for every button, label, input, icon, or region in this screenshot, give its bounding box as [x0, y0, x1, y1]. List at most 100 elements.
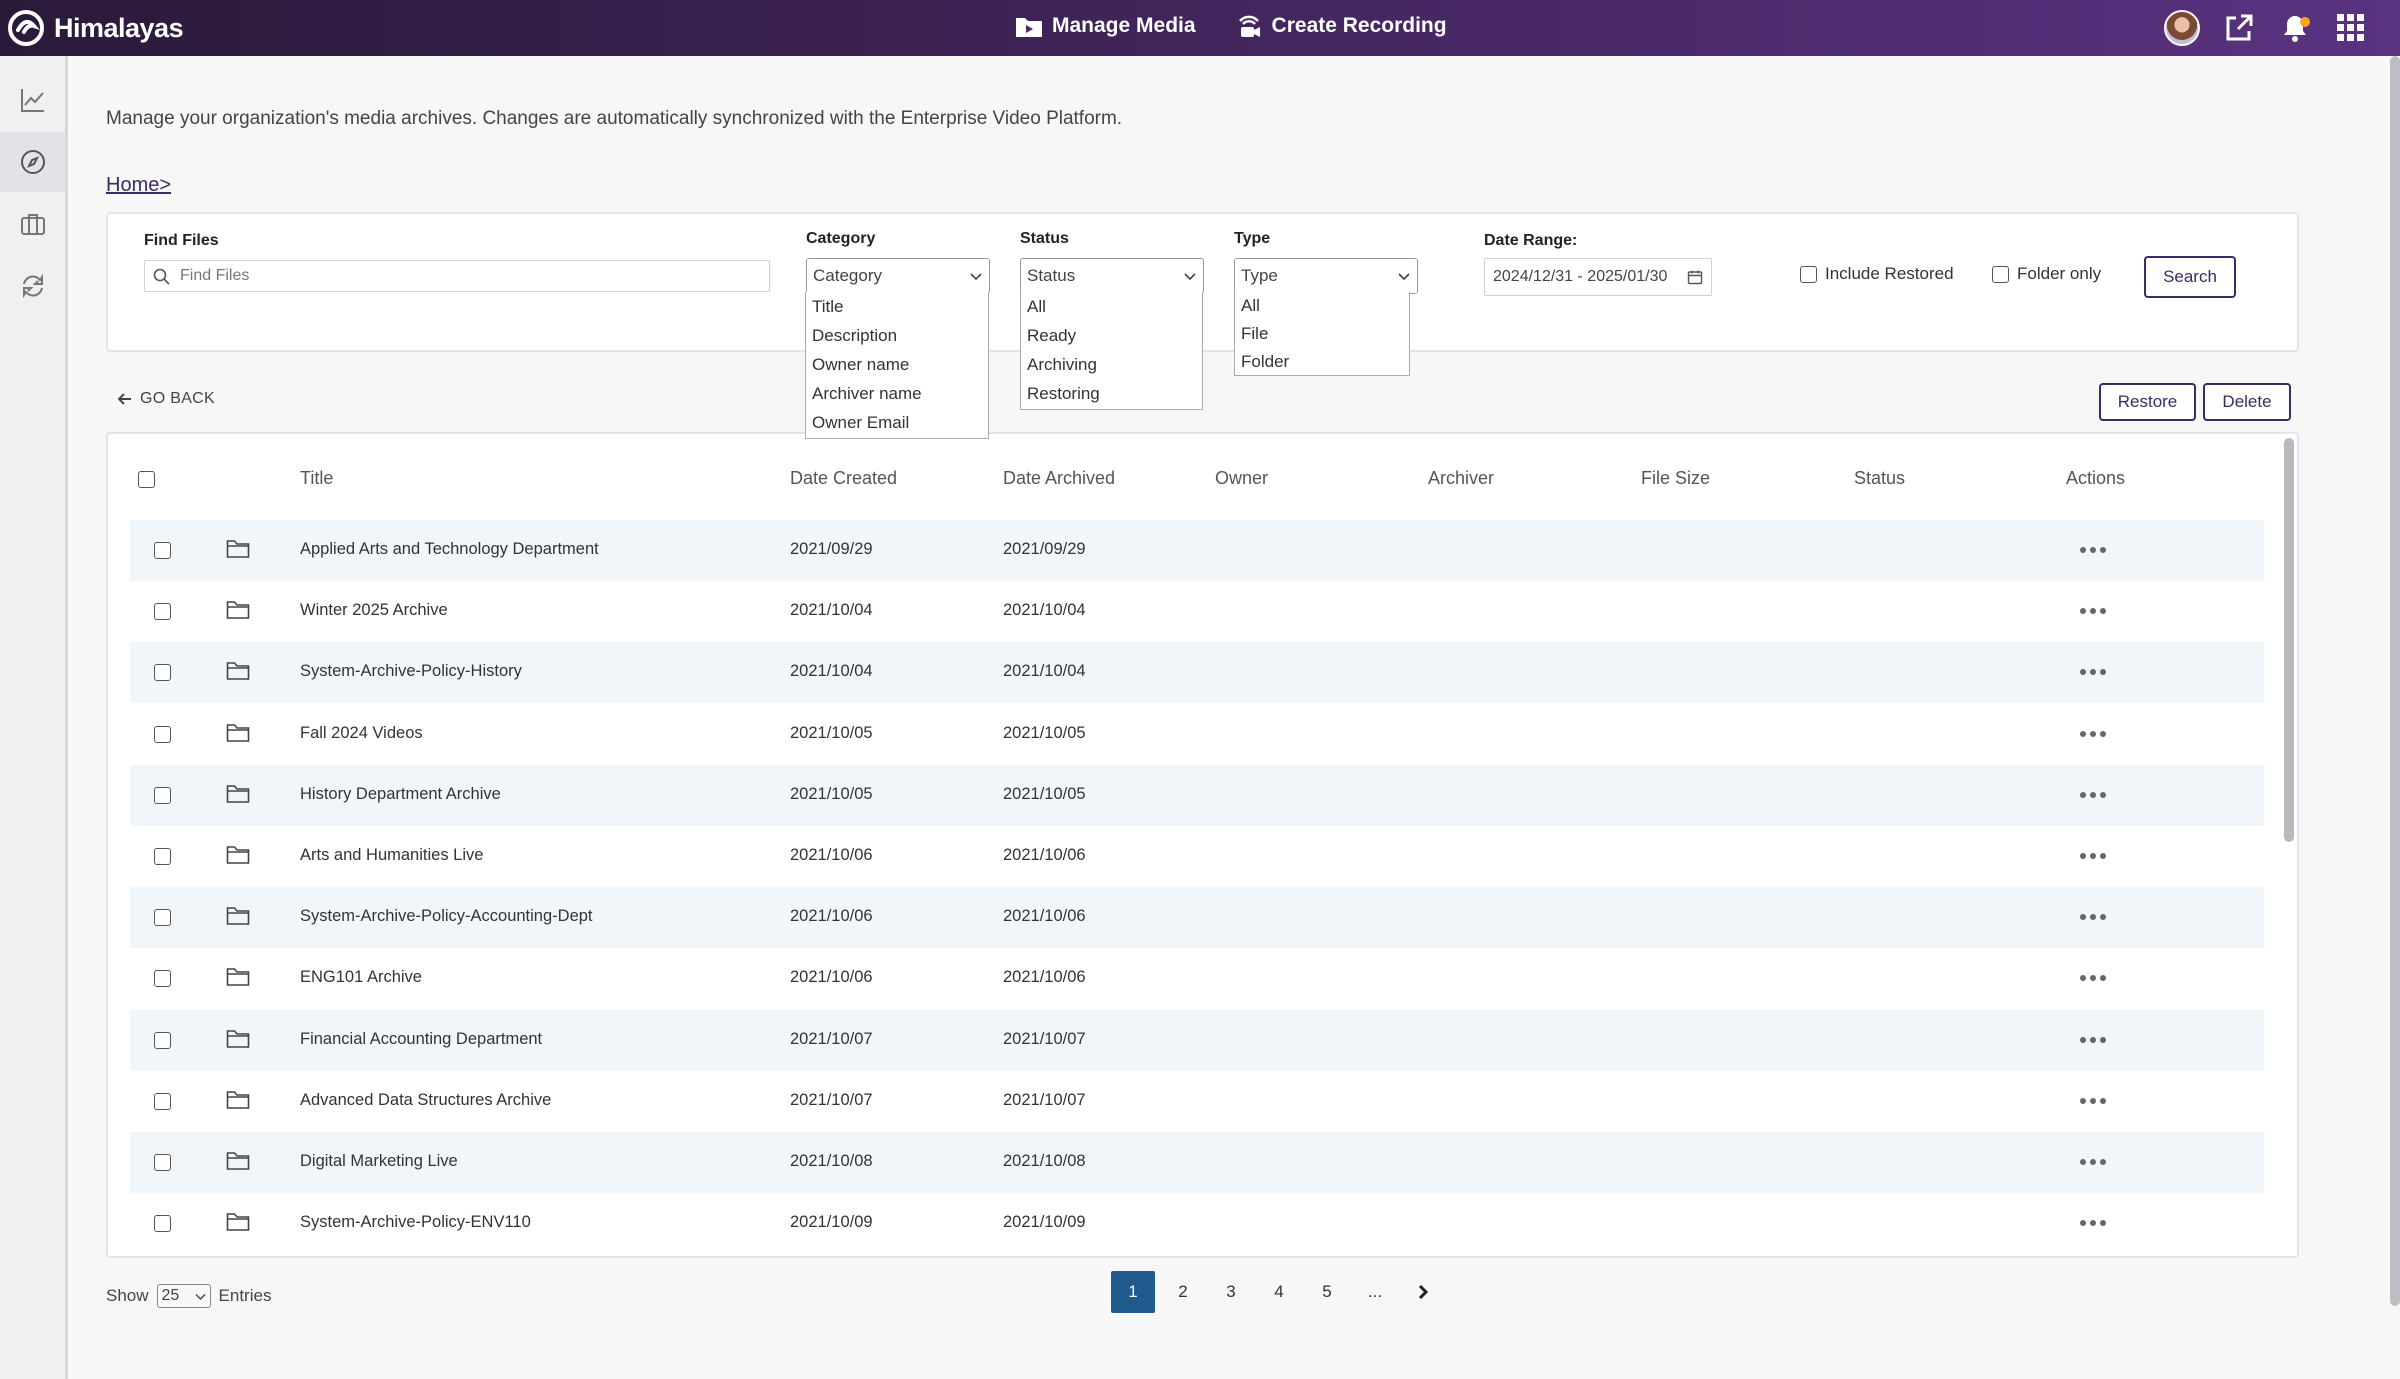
row-title[interactable]: History Department Archive: [300, 784, 501, 803]
table-row[interactable]: System-Archive-Policy-History 2021/10/04 2…: [130, 642, 2264, 704]
table-row[interactable]: Arts and Humanities Live 2021/10/06 2021/1…: [130, 826, 2264, 887]
row-title[interactable]: Advanced Data Structures Archive: [300, 1090, 552, 1109]
row-checkbox[interactable]: [154, 786, 171, 804]
more-actions-icon[interactable]: [2078, 601, 2108, 621]
category-select[interactable]: Category: [806, 258, 990, 294]
category-option[interactable]: Title: [812, 297, 844, 316]
table-row[interactable]: Financial Accounting Department 2021/10/0…: [130, 1009, 2264, 1071]
next-page-button[interactable]: [1399, 1271, 1447, 1313]
type-option[interactable]: All: [1241, 296, 1260, 315]
status-option[interactable]: Ready: [1027, 326, 1077, 345]
more-actions-icon[interactable]: [2078, 1091, 2108, 1111]
more-actions-icon[interactable]: [2078, 1030, 2108, 1050]
row-title[interactable]: Applied Arts and Technology Department: [300, 540, 599, 558]
status-option[interactable]: Archiving: [1027, 355, 1097, 374]
search-button[interactable]: Search: [2144, 256, 2236, 298]
select-all-checkbox[interactable]: [138, 471, 155, 488]
row-title[interactable]: System-Archive-Policy-ENV110: [300, 1213, 531, 1232]
user-avatar[interactable]: [2164, 10, 2200, 46]
column-header-owner[interactable]: Owner: [1215, 468, 1269, 488]
breadcrumb-home[interactable]: Home>: [106, 174, 172, 196]
category-option[interactable]: Owner Email: [812, 413, 910, 432]
more-actions-icon[interactable]: [2078, 540, 2108, 560]
page-4-button[interactable]: 4: [1274, 1282, 1284, 1301]
apps-grid-icon[interactable]: [2334, 11, 2368, 45]
more-actions-icon[interactable]: [2078, 785, 2108, 805]
more-actions-icon[interactable]: [2078, 1152, 2108, 1172]
page-1-button[interactable]: 1: [1111, 1271, 1155, 1313]
row-checkbox[interactable]: [154, 664, 171, 682]
sidebar-item-sync[interactable]: [0, 256, 65, 316]
sidebar-item-archive[interactable]: [0, 194, 65, 254]
page-2-button[interactable]: 2: [1178, 1282, 1188, 1301]
more-actions-icon[interactable]: [2078, 846, 2108, 866]
status-option[interactable]: Restoring: [1027, 384, 1100, 403]
table-row[interactable]: ENG101 Archive 2021/10/06 2021/10/06: [130, 948, 2264, 1009]
find-files-input[interactable]: [180, 267, 760, 285]
brand[interactable]: Himalayas: [6, 8, 184, 48]
row-checkbox[interactable]: [154, 603, 171, 621]
column-header-date-archived[interactable]: Date Archived: [1003, 468, 1116, 488]
restore-button[interactable]: Restore: [2099, 383, 2196, 421]
more-actions-icon[interactable]: [2078, 907, 2108, 927]
row-checkbox[interactable]: [154, 1031, 171, 1049]
include-restored-checkbox[interactable]: [1800, 265, 1817, 283]
page-scrollbar[interactable]: [2390, 56, 2400, 1306]
external-link-icon[interactable]: [2222, 11, 2256, 45]
column-header-status[interactable]: Status: [1854, 468, 1906, 488]
table-row[interactable]: Fall 2024 Videos 2021/10/05 2021/10/05: [130, 704, 2264, 765]
status-option[interactable]: All: [1027, 297, 1046, 316]
column-header-file-size[interactable]: File Size: [1641, 468, 1711, 488]
row-checkbox[interactable]: [154, 909, 171, 927]
find-files-field[interactable]: [144, 260, 770, 292]
row-checkbox[interactable]: [154, 1154, 171, 1171]
row-title[interactable]: System-Archive-Policy-History: [300, 662, 522, 681]
date-range-field[interactable]: 2024/12/31 - 2025/01/30: [1484, 258, 1712, 296]
column-header-date-created[interactable]: Date Created: [790, 468, 898, 488]
notifications-button[interactable]: [2278, 11, 2312, 45]
table-row[interactable]: Advanced Data Structures Archive 2021/10/…: [130, 1071, 2264, 1132]
page-5-button[interactable]: 5: [1322, 1282, 1332, 1301]
table-row[interactable]: System-Archive-Policy-ENV110 2021/10/09 20…: [130, 1193, 2264, 1254]
sidebar-item-explore[interactable]: [0, 132, 65, 192]
table-row[interactable]: History Department Archive 2021/10/05 2021…: [130, 764, 2264, 826]
more-actions-icon[interactable]: [2078, 662, 2108, 682]
row-title[interactable]: System-Archive-Policy-Accounting-Dept: [300, 907, 593, 926]
include-restored-option[interactable]: Include Restored: [1800, 264, 1954, 284]
table-row[interactable]: System-Archive-Policy-Accounting-Dept 202…: [130, 887, 2264, 949]
row-checkbox[interactable]: [154, 1092, 171, 1110]
table-scrollbar[interactable]: [2284, 438, 2294, 842]
more-actions-icon[interactable]: [2078, 968, 2108, 988]
delete-button[interactable]: Delete: [2203, 383, 2291, 421]
go-back-link[interactable]: GO BACK: [118, 390, 215, 408]
create-recording-link[interactable]: Create Recording: [1234, 12, 1447, 40]
manage-media-link[interactable]: Manage Media: [1014, 12, 1196, 40]
row-title[interactable]: Digital Marketing Live: [300, 1152, 458, 1170]
category-option[interactable]: Archiver name: [812, 384, 922, 403]
column-header-title[interactable]: Title: [300, 468, 334, 488]
row-checkbox[interactable]: [154, 848, 171, 865]
row-checkbox[interactable]: [154, 542, 171, 559]
page-3-button[interactable]: 3: [1226, 1282, 1236, 1301]
entries-select[interactable]: 25: [156, 1284, 211, 1308]
table-row[interactable]: Digital Marketing Live 2021/10/08 2021/10/…: [130, 1132, 2264, 1193]
category-option[interactable]: Owner name: [812, 355, 910, 374]
row-title[interactable]: ENG101 Archive: [300, 968, 422, 987]
row-title[interactable]: Arts and Humanities Live: [300, 846, 484, 864]
more-actions-icon[interactable]: [2078, 1213, 2108, 1233]
row-title[interactable]: Winter 2025 Archive: [300, 601, 448, 620]
table-row[interactable]: Applied Arts and Technology Department 20…: [130, 520, 2264, 581]
folder-only-checkbox[interactable]: [1992, 265, 2009, 283]
row-title[interactable]: Fall 2024 Videos: [300, 723, 423, 742]
row-checkbox[interactable]: [154, 725, 171, 743]
row-checkbox[interactable]: [154, 970, 171, 988]
row-title[interactable]: Financial Accounting Department: [300, 1029, 543, 1048]
more-actions-icon[interactable]: [2078, 724, 2108, 744]
row-checkbox[interactable]: [154, 1215, 171, 1233]
type-option[interactable]: File: [1241, 324, 1269, 343]
type-select[interactable]: Type: [1234, 258, 1418, 294]
category-option[interactable]: Description: [812, 326, 898, 345]
status-select[interactable]: Status: [1020, 258, 1204, 294]
type-option[interactable]: Folder: [1241, 352, 1290, 371]
column-header-archiver[interactable]: Archiver: [1428, 468, 1495, 488]
